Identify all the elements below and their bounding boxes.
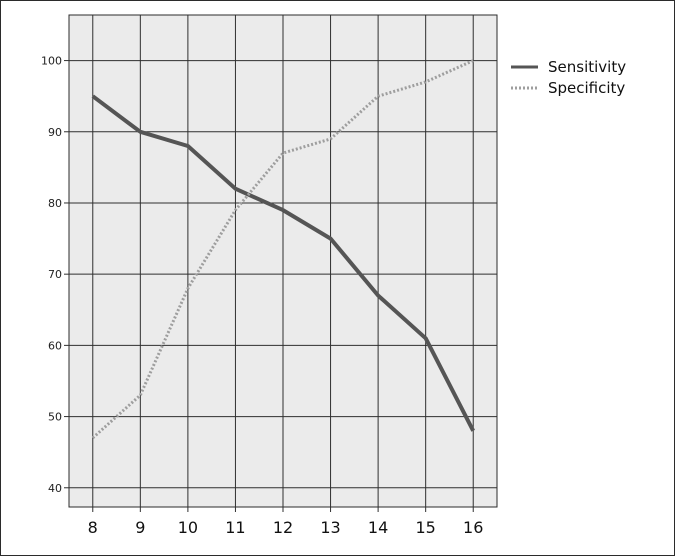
x-tick-label: 13	[320, 518, 340, 537]
x-tick-label: 10	[178, 518, 198, 537]
series-line-specificity	[91, 59, 474, 440]
y-tick-label: 100	[41, 55, 62, 68]
legend: Sensitivity Specificity	[511, 58, 626, 97]
series-lines	[91, 59, 475, 440]
x-axis: 8 9 10 11 12 13 14 15 16	[88, 507, 483, 537]
y-tick-label: 50	[48, 411, 62, 424]
y-tick-label: 40	[48, 482, 62, 495]
y-tick-label: 90	[48, 126, 62, 139]
y-tick-label: 70	[48, 268, 62, 281]
x-tick-label: 8	[88, 518, 98, 537]
x-tick-label: 12	[273, 518, 293, 537]
x-tick-label: 16	[463, 518, 483, 537]
x-tick-label: 9	[135, 518, 145, 537]
legend-label-specificity: Specificity	[548, 79, 625, 97]
y-axis: 40 50 60 70 80 90 100	[41, 55, 69, 495]
y-tick-label: 80	[48, 197, 62, 210]
x-tick-label: 15	[415, 518, 435, 537]
x-tick-label: 14	[368, 518, 388, 537]
y-tick-label: 60	[48, 339, 62, 352]
x-tick-label: 11	[225, 518, 245, 537]
legend-label-sensitivity: Sensitivity	[548, 58, 626, 76]
